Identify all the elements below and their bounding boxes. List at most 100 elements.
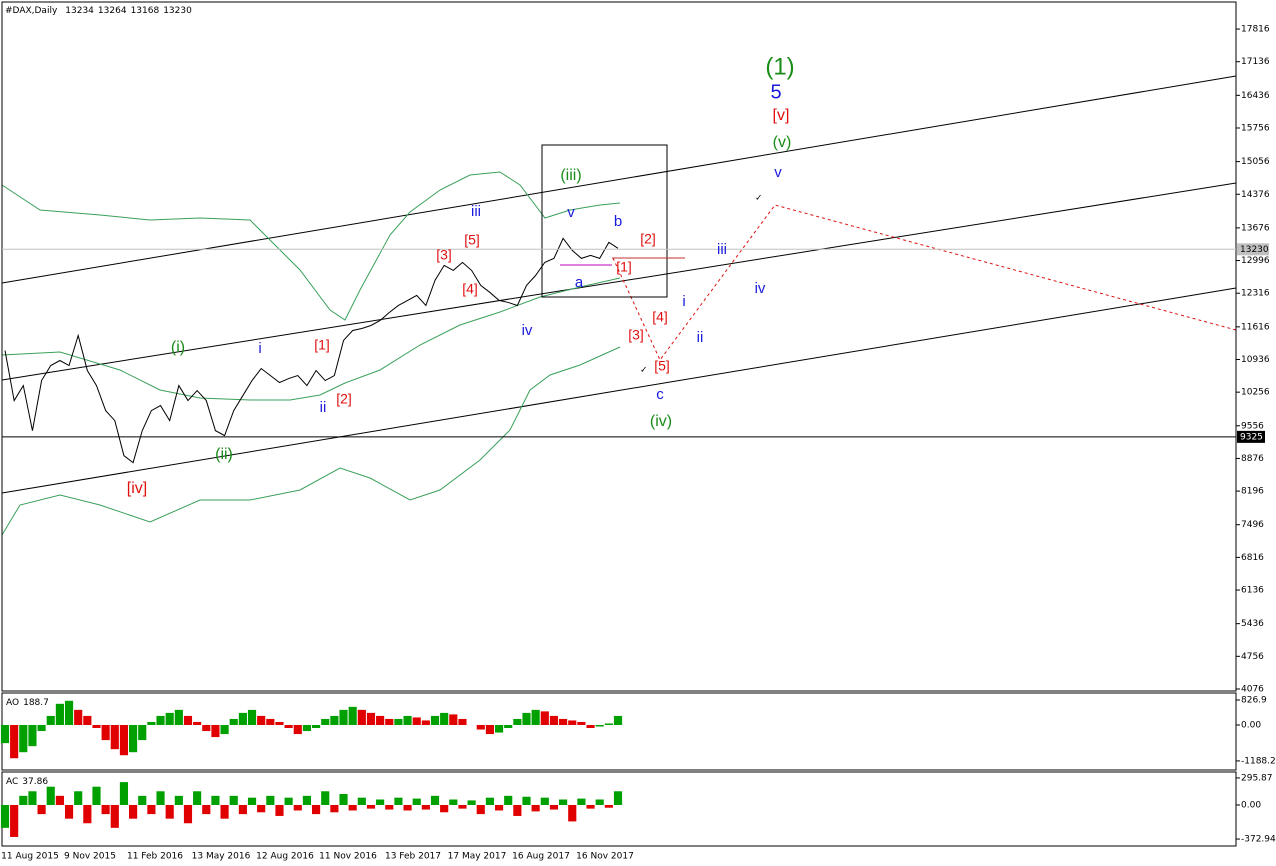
histogram-bar [559, 718, 568, 725]
y-tick-label: 4756 [1241, 652, 1264, 662]
wave-label: [5] [464, 232, 480, 248]
projection [612, 204, 1237, 361]
y-tick-label: 15056 [1241, 157, 1270, 167]
y-tick-label: 8196 [1241, 487, 1264, 497]
histogram-bar [202, 724, 211, 732]
y-tick-label: 10936 [1241, 355, 1270, 365]
histogram-bar [174, 709, 183, 725]
close: 13230 [163, 6, 192, 16]
histogram-bar [92, 724, 101, 729]
histogram-bar [330, 804, 339, 813]
wave-label: 5 [770, 81, 781, 103]
histogram-bar [403, 804, 412, 811]
low: 13168 [131, 6, 160, 16]
histogram-bar [74, 709, 83, 725]
ac-name: AC [6, 777, 18, 787]
histogram-bar [28, 724, 37, 747]
histogram-bar [613, 715, 623, 725]
histogram-bar [348, 804, 357, 811]
histogram-bar [266, 718, 275, 725]
wave-label: iv [522, 322, 533, 339]
histogram-bar [92, 786, 101, 805]
histogram-bar [55, 795, 64, 805]
histogram-bar [494, 804, 504, 811]
histogram-bar [37, 804, 46, 815]
histogram-bar [458, 718, 467, 725]
wave-label: (i) [171, 339, 185, 356]
histogram-bar [211, 724, 220, 738]
histogram-bar [266, 795, 275, 805]
x-tick-label: 11 Nov 2016 [319, 852, 377, 862]
histogram-bar [147, 804, 156, 815]
histogram-bar [513, 718, 522, 725]
histogram-bar [293, 724, 302, 735]
wave-label: (1) [765, 53, 794, 80]
wave-label: a [575, 274, 584, 291]
histogram-bar [504, 795, 513, 805]
histogram-bar [257, 804, 266, 813]
histogram-bar [604, 723, 613, 725]
histogram-bar [421, 804, 430, 810]
histogram-bar [522, 712, 531, 725]
histogram-bar [183, 804, 193, 824]
histogram-bar [339, 794, 348, 805]
histogram-bar [83, 804, 92, 824]
histogram-bar [440, 804, 449, 813]
histogram-bar [394, 797, 403, 805]
wave-label: [4] [462, 281, 478, 297]
ao-title: AO 188.7 [6, 698, 49, 708]
histogram-bar [37, 724, 46, 732]
y-tick-label: 7496 [1241, 520, 1264, 530]
histogram-bar [275, 804, 284, 816]
histogram-bar [83, 715, 92, 725]
histogram-bar [540, 797, 549, 805]
histogram-bar [284, 797, 293, 805]
histogram-bar [101, 804, 110, 815]
histogram-bar [156, 715, 165, 725]
y-tick-label: 11616 [1241, 322, 1270, 332]
histogram-bar [174, 795, 183, 805]
histogram-bar [595, 799, 604, 805]
histogram-bar [293, 804, 302, 811]
y-tick-label: -1188.2 [1241, 756, 1276, 766]
histogram-bar [449, 799, 458, 805]
y-tick-label: -372.94 [1241, 835, 1276, 845]
wave-label: iii [717, 241, 727, 258]
histogram-bar [46, 786, 55, 805]
histogram-bar [467, 800, 476, 805]
x-tick-label: 13 May 2016 [192, 852, 251, 862]
wave-label: v [567, 204, 575, 221]
x-tick-label: 11 Aug 2015 [1, 852, 59, 862]
y-tick-label: 295.87 [1241, 773, 1273, 783]
main-frame [1, 1, 1237, 692]
histogram-bar [28, 791, 37, 805]
histogram-bar [412, 717, 421, 725]
histogram-bar [19, 795, 28, 805]
y-tick-label: 6136 [1241, 586, 1264, 596]
histogram-bar [586, 724, 595, 729]
wave-label: [1] [616, 259, 632, 275]
histogram-bar [193, 791, 202, 805]
histogram-bar [549, 804, 559, 810]
level-label: 9325 [1240, 432, 1263, 442]
x-tick-label: 16 Aug 2017 [512, 852, 570, 862]
histogram-bar [357, 709, 366, 725]
wave-label: iii [471, 203, 481, 220]
histogram-bar [257, 715, 266, 725]
histogram-bar [458, 804, 467, 809]
histogram-bar [229, 795, 238, 805]
y-tick-label: 0.00 [1241, 800, 1261, 810]
histogram-bar [568, 804, 577, 822]
histogram-bar [485, 724, 494, 735]
histogram-bar [10, 804, 19, 837]
wave-label: b [614, 213, 622, 230]
histogram-bar [229, 718, 238, 725]
histogram-bar [330, 715, 339, 725]
histogram-bar [119, 782, 129, 805]
y-tick-label: 0.00 [1241, 720, 1261, 730]
price-line [4, 237, 619, 464]
histogram-bar [485, 797, 494, 805]
y-tick-label: 4076 [1241, 684, 1264, 694]
histogram-bar [220, 724, 229, 735]
